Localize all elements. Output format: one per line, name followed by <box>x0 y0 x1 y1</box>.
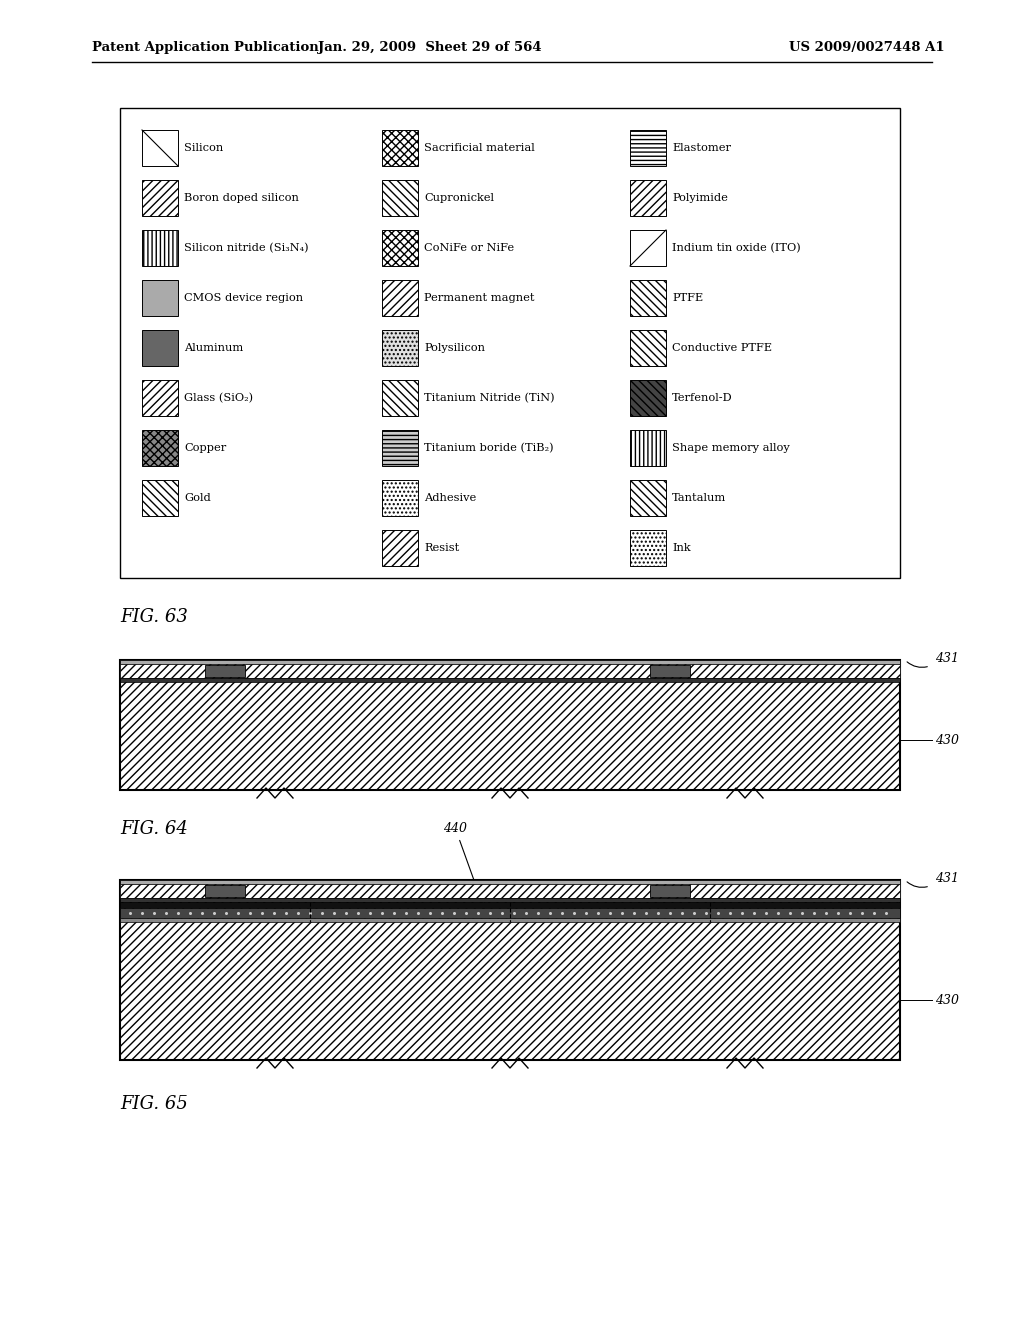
Bar <box>142 129 178 166</box>
Text: Aluminum: Aluminum <box>184 343 244 352</box>
Bar <box>382 380 418 416</box>
Bar <box>120 880 900 884</box>
Bar <box>630 430 666 466</box>
Text: 430: 430 <box>935 734 959 747</box>
Bar <box>120 108 900 578</box>
Bar <box>382 180 418 216</box>
Text: Terfenol-D: Terfenol-D <box>672 393 732 403</box>
Bar <box>382 531 418 566</box>
Text: Patent Application Publication: Patent Application Publication <box>92 41 318 54</box>
Bar <box>120 678 900 682</box>
Text: US 2009/0027448 A1: US 2009/0027448 A1 <box>790 41 945 54</box>
Text: Cupronickel: Cupronickel <box>424 193 494 203</box>
Bar <box>650 665 690 677</box>
Bar <box>630 129 666 166</box>
Text: Sacrificial material: Sacrificial material <box>424 143 535 153</box>
Bar <box>205 665 245 677</box>
Text: Tantalum: Tantalum <box>672 492 726 503</box>
Text: Indium tin oxide (ITO): Indium tin oxide (ITO) <box>672 243 801 253</box>
Text: Glass (SiO₂): Glass (SiO₂) <box>184 393 253 403</box>
Bar <box>120 917 900 921</box>
Text: Boron doped silicon: Boron doped silicon <box>184 193 299 203</box>
Text: Ink: Ink <box>672 543 690 553</box>
Bar <box>120 902 900 908</box>
Text: CoNiFe or NiFe: CoNiFe or NiFe <box>424 243 514 253</box>
Bar <box>205 884 245 898</box>
Bar <box>382 230 418 267</box>
Text: Polysilicon: Polysilicon <box>424 343 485 352</box>
Text: Titanium Nitride (TiN): Titanium Nitride (TiN) <box>424 393 555 403</box>
Bar <box>650 884 690 898</box>
Bar <box>382 280 418 315</box>
Text: 440: 440 <box>443 822 484 908</box>
Text: Polyimide: Polyimide <box>672 193 728 203</box>
Text: Titanium boride (TiB₂): Titanium boride (TiB₂) <box>424 442 554 453</box>
Bar <box>630 180 666 216</box>
Bar <box>142 280 178 315</box>
Text: Jan. 29, 2009  Sheet 29 of 564: Jan. 29, 2009 Sheet 29 of 564 <box>318 41 542 54</box>
Text: 431: 431 <box>935 652 959 665</box>
Bar <box>382 480 418 516</box>
Bar <box>630 480 666 516</box>
Bar <box>120 898 900 902</box>
Bar <box>142 230 178 267</box>
Text: 431: 431 <box>935 873 959 886</box>
Text: PTFE: PTFE <box>672 293 703 304</box>
Text: CMOS device region: CMOS device region <box>184 293 303 304</box>
Text: Copper: Copper <box>184 444 226 453</box>
Bar <box>120 884 900 898</box>
Bar <box>630 531 666 566</box>
Bar <box>120 664 900 678</box>
Text: Conductive PTFE: Conductive PTFE <box>672 343 772 352</box>
Text: Shape memory alloy: Shape memory alloy <box>672 444 790 453</box>
Bar <box>382 129 418 166</box>
Bar <box>630 230 666 267</box>
Bar <box>630 280 666 315</box>
Bar <box>142 330 178 366</box>
Text: Silicon nitride (Si₃N₄): Silicon nitride (Si₃N₄) <box>184 243 308 253</box>
Bar <box>142 430 178 466</box>
Bar <box>630 330 666 366</box>
Bar <box>142 380 178 416</box>
Text: Resist: Resist <box>424 543 459 553</box>
Text: 430: 430 <box>935 994 959 1006</box>
Bar <box>120 660 900 789</box>
Text: Permanent magnet: Permanent magnet <box>424 293 535 304</box>
Text: FIG. 63: FIG. 63 <box>120 609 187 626</box>
Bar <box>630 380 666 416</box>
Bar <box>120 880 900 1060</box>
Text: FIG. 65: FIG. 65 <box>120 1096 187 1113</box>
Bar <box>382 330 418 366</box>
Text: Gold: Gold <box>184 492 211 503</box>
Text: FIG. 64: FIG. 64 <box>120 820 187 838</box>
Bar <box>120 660 900 664</box>
Bar <box>142 480 178 516</box>
Bar <box>382 430 418 466</box>
Text: Silicon: Silicon <box>184 143 223 153</box>
Bar <box>120 908 900 917</box>
Bar <box>142 180 178 216</box>
Text: Elastomer: Elastomer <box>672 143 731 153</box>
Text: Adhesive: Adhesive <box>424 492 476 503</box>
